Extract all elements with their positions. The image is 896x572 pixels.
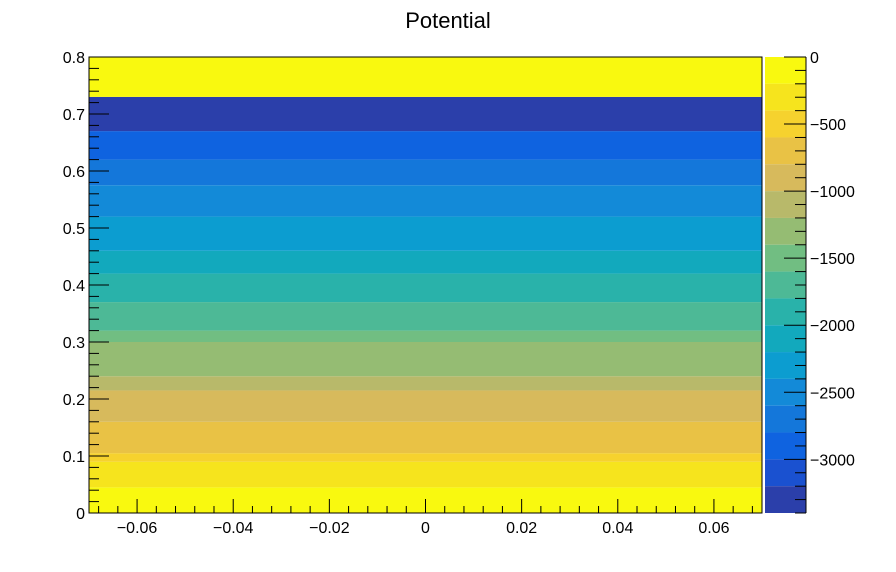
heatmap-band <box>89 216 762 251</box>
x-tick-label: 0.02 <box>506 520 537 537</box>
y-tick-label: 0.2 <box>63 392 85 409</box>
heatmap-band <box>89 273 762 303</box>
heatmap-band <box>89 131 762 160</box>
heatmap-band <box>89 57 762 97</box>
z-tick-label: 0 <box>810 50 819 67</box>
z-tick-label: −1500 <box>810 251 855 268</box>
y-tick-label: 0.8 <box>63 50 85 67</box>
heatmap-bands <box>89 57 762 513</box>
chart-title: Potential <box>405 8 491 33</box>
x-tick-label: −0.02 <box>309 520 350 537</box>
z-tick-label: −3000 <box>810 452 855 469</box>
x-tick-label: 0 <box>421 520 430 537</box>
x-tick-label: −0.04 <box>213 520 254 537</box>
y-tick-label: 0 <box>76 506 85 523</box>
x-tick-label: 0.06 <box>698 520 729 537</box>
heatmap-band <box>89 376 762 391</box>
x-tick-label: −0.06 <box>117 520 158 537</box>
y-tick-label: 0.6 <box>63 164 85 181</box>
heatmap-band <box>89 330 762 342</box>
z-tick-label: −1000 <box>810 184 855 201</box>
z-tick-label: −2000 <box>810 318 855 335</box>
color-palette <box>765 57 806 513</box>
heatmap-band <box>89 461 762 488</box>
z-tick-label: −2500 <box>810 385 855 402</box>
y-tick-label: 0.3 <box>63 335 85 352</box>
z-tick-label: −500 <box>810 117 846 134</box>
heatmap-band <box>89 302 762 331</box>
heatmap-band <box>89 159 762 186</box>
y-tick-label: 0.7 <box>63 107 85 124</box>
heatmap-band <box>89 453 762 462</box>
y-tick-label: 0.5 <box>63 221 85 238</box>
z-axis: 0 −500 −1000 −1500 −2000 −2500 −3000 <box>784 50 855 514</box>
heatmap-band <box>89 250 762 274</box>
heatmap-band <box>89 390 762 422</box>
y-tick-label: 0.4 <box>63 278 85 295</box>
y-axis: 0 0.1 0.2 0.3 0.4 0.5 0.6 0.7 0.8 <box>63 50 109 523</box>
heatmap-band <box>89 185 762 217</box>
x-axis: −0.06 −0.04 −0.02 0 0.02 0.04 0.06 <box>98 499 753 537</box>
y-tick-label: 0.1 <box>63 449 85 466</box>
heatmap-band <box>89 96 762 132</box>
heatmap-band <box>89 421 762 454</box>
heatmap-band <box>89 342 762 377</box>
x-tick-label: 0.04 <box>602 520 633 537</box>
